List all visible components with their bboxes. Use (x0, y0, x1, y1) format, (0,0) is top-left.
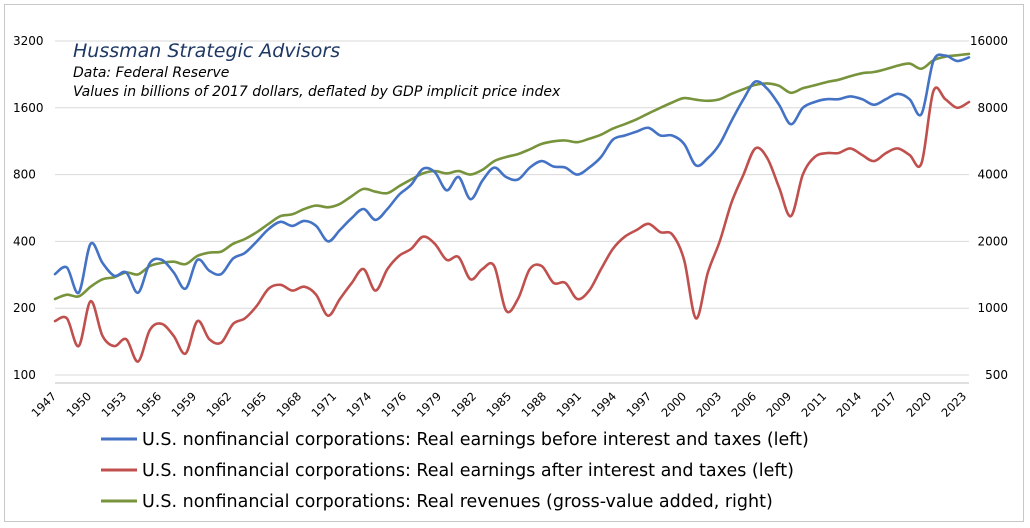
right-tick-label: 4000 (977, 168, 1008, 182)
x-tick-label: 2020 (904, 389, 935, 420)
x-tick-label: 1962 (204, 389, 235, 420)
ebit-line (53, 86, 971, 363)
annotation-block: Hussman Strategic Advisors Data: Federal… (73, 40, 561, 100)
x-tick-label: 2014 (834, 389, 865, 420)
x-axis: 1947 1950 1953 1956 1959 1962 1965 1968 1971 1974… (29, 382, 970, 420)
x-tick-label: 1950 (64, 389, 95, 420)
earnings-after-interest-line (53, 52, 971, 301)
legend-label: U.S. nonfinancial corporations: Real rev… (142, 492, 773, 512)
revenues-line (53, 53, 971, 295)
gridlines (55, 40, 969, 376)
x-tick-label: 1997 (624, 389, 655, 420)
annotation-source: Data: Federal Reserve (73, 65, 229, 81)
x-tick-label: 1991 (554, 389, 585, 420)
left-tick-label: 800 (13, 168, 36, 182)
x-tick-label: 2000 (659, 389, 690, 420)
legend-label: U.S. nonfinancial corporations: Real ear… (142, 461, 794, 481)
x-tick-label: 1971 (309, 389, 340, 420)
legend-item-revenues: U.S. nonfinancial corporations: Real rev… (101, 492, 773, 512)
legend-item-ebit: U.S. nonfinancial corporations: Real ear… (101, 430, 809, 450)
chart-frame: 100 200 400 800 1600 3200 500 1000 2000 4000 8000… (4, 4, 1024, 522)
x-tick-label: 2017 (869, 389, 900, 420)
x-tick-label: 1974 (344, 389, 375, 420)
x-tick-label: 1956 (134, 389, 165, 420)
x-tick-label: 1982 (449, 389, 480, 420)
left-tick-label: 100 (13, 368, 36, 382)
right-axis: 500 1000 2000 4000 8000 16000 (970, 34, 1008, 382)
right-tick-label: 2000 (977, 234, 1008, 248)
x-tick-label: 2006 (729, 389, 760, 420)
x-tick-label: 1968 (274, 389, 305, 420)
x-tick-label: 1985 (484, 389, 515, 420)
x-tick-label: 2009 (764, 389, 795, 420)
x-tick-label: 2011 (799, 389, 830, 420)
left-tick-label: 200 (13, 301, 36, 315)
x-tick-label: 2003 (694, 389, 725, 420)
legend-item-earnings-after-interest: U.S. nonfinancial corporations: Real ear… (101, 461, 794, 481)
right-tick-label: 500 (985, 368, 1008, 382)
left-tick-label: 1600 (13, 101, 44, 115)
x-tick-label: 1979 (414, 389, 445, 420)
annotation-title: Hussman Strategic Advisors (73, 40, 340, 62)
legend-label: U.S. nonfinancial corporations: Real ear… (142, 430, 809, 450)
x-tick-label: 1988 (519, 389, 550, 420)
legend: U.S. nonfinancial corporations: Real ear… (101, 430, 809, 512)
x-tick-label: 1959 (169, 389, 200, 420)
x-tick-label: 1953 (99, 389, 130, 420)
left-axis: 100 200 400 800 1600 3200 (13, 34, 44, 382)
x-tick-label: 1976 (379, 389, 410, 420)
series-lines (53, 52, 971, 363)
line-chart: 100 200 400 800 1600 3200 500 1000 2000 4000 8000… (13, 34, 1008, 512)
x-tick-label: 1965 (239, 389, 270, 420)
right-tick-label: 1000 (977, 301, 1008, 315)
annotation-units: Values in billions of 2017 dollars, defl… (73, 84, 561, 100)
x-tick-label: 1947 (29, 389, 60, 420)
x-tick-label: 1994 (589, 389, 620, 420)
right-tick-label: 16000 (970, 34, 1008, 48)
x-tick-label: 2023 (939, 389, 970, 420)
left-tick-label: 3200 (13, 34, 44, 48)
right-tick-label: 8000 (977, 101, 1008, 115)
left-tick-label: 400 (13, 234, 36, 248)
